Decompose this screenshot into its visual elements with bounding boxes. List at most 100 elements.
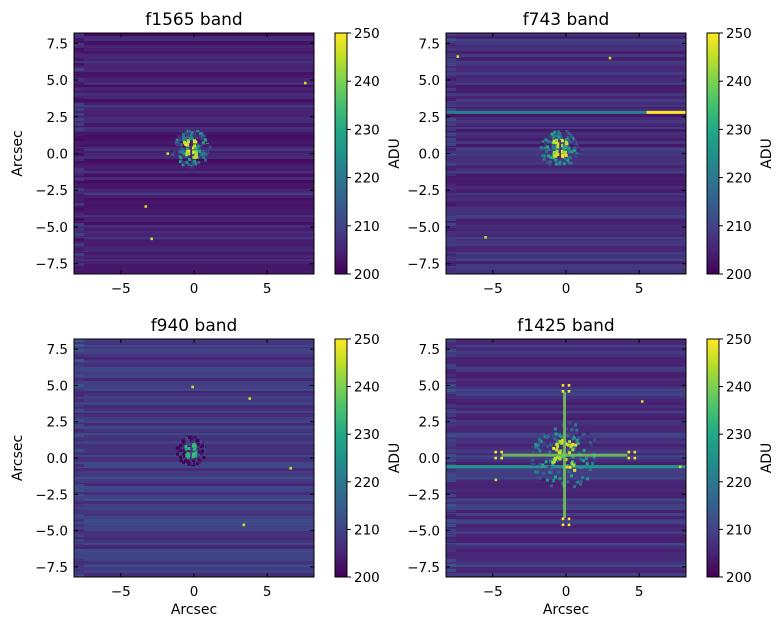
streak-mark	[446, 110, 647, 114]
colorbar-tick-label: 220	[354, 171, 380, 187]
y-tick-label: 5.0	[419, 378, 440, 394]
psf-core-mark	[171, 129, 212, 169]
x-tick-label: 5	[263, 584, 272, 600]
colorbar-tick-label: 210	[726, 219, 752, 235]
y-tick-label: 7.5	[419, 36, 440, 52]
panel-title: f940 band	[151, 316, 238, 336]
colorbar-tick-label: 250	[726, 26, 752, 42]
colorbar-tick-label: 220	[726, 171, 752, 187]
hot-pixel-mark	[166, 152, 170, 155]
panel-3: −5 0 5 −7.5 −5.0 −2.5 0.0 2.5 5.0 7.5 f1425 band Ar…	[407, 316, 775, 618]
x-tick-label: −5	[111, 584, 131, 600]
hot-pixel-mark	[304, 81, 307, 85]
x-tick-label: 5	[263, 281, 272, 297]
y-tick-label: 7.5	[419, 342, 440, 358]
colorbar-gradient	[706, 32, 720, 275]
x-tick-label: −5	[483, 281, 503, 297]
y-tick-label: 0.0	[47, 147, 68, 163]
panel-0: −5 0 5 −7.5 −5.0 −2.5 0.0 2.5 5.0 7.5 f1565 band Ar…	[10, 10, 403, 297]
y-tick-label: 2.5	[47, 415, 68, 431]
hot-pixel-mark	[191, 385, 194, 389]
y-tick-label: 7.5	[47, 342, 68, 358]
y-tick-label: −7.5	[407, 257, 440, 273]
heatmap-image	[74, 33, 314, 274]
psf-core-mark	[175, 435, 207, 467]
x-tick-label: 0	[190, 281, 199, 297]
y-tick-label: −7.5	[35, 560, 68, 576]
x-tick-label: 0	[190, 584, 199, 600]
satellite-spot-mark	[561, 517, 571, 527]
y-tick-label: −2.5	[407, 487, 440, 503]
y-tick-label: −2.5	[35, 183, 68, 199]
hot-pixel-mark	[144, 205, 148, 208]
y-tick-label: 0.0	[47, 451, 68, 467]
colorbar-tick-label: 230	[354, 122, 380, 138]
x-axis-label: Arcsec	[543, 602, 589, 618]
colorbar: 200 210 220 230 240 250 ADU	[706, 332, 775, 586]
colorbar-tick-label: 200	[726, 267, 752, 283]
hot-pixel-mark	[608, 56, 612, 60]
y-tick-label: −5.0	[35, 220, 68, 236]
colorbar: 200 210 220 230 240 250 ADU	[706, 26, 775, 283]
colorbar-tick-label: 230	[354, 427, 380, 443]
y-tick-label: −5.0	[35, 524, 68, 540]
y-tick-label: 0.0	[419, 147, 440, 163]
colorbar-tick-label: 240	[354, 74, 380, 90]
y-tick-label: −5.0	[407, 524, 440, 540]
hot-pixel-mark	[289, 466, 292, 470]
heatmap-image	[446, 33, 686, 274]
y-tick-label: 2.5	[419, 110, 440, 126]
satellite-spot-mark	[561, 384, 571, 393]
y-tick-label: 0.0	[419, 451, 440, 467]
y-axis-label: Arcsec	[10, 130, 26, 176]
x-tick-label: 5	[635, 584, 644, 600]
colorbar-tick-label: 210	[726, 522, 752, 538]
y-tick-label: 2.5	[419, 415, 440, 431]
colorbar-tick-label: 240	[354, 380, 380, 396]
colorbar-label: ADU	[387, 138, 403, 169]
x-tick-label: 5	[635, 281, 644, 297]
colorbar: 200 210 220 230 240 250 ADU	[334, 332, 403, 586]
colorbar-tick-label: 230	[726, 122, 752, 138]
x-tick-label: 0	[562, 281, 571, 297]
colorbar-tick-label: 210	[354, 219, 380, 235]
colorbar-gradient	[334, 32, 348, 275]
hot-pixel-mark	[484, 236, 487, 239]
colorbar-tick-label: 240	[726, 380, 752, 396]
y-axis-label: Arcsec	[10, 435, 26, 481]
colorbar-tick-label: 240	[726, 74, 752, 90]
heatmap-image	[74, 339, 314, 577]
panel-title: f1425 band	[517, 316, 614, 336]
y-tick-label: −7.5	[35, 257, 68, 273]
y-tick-label: −7.5	[407, 560, 440, 576]
x-tick-label: 0	[562, 584, 571, 600]
colorbar: 200 210 220 230 240 250 ADU	[334, 26, 403, 283]
hot-pixel-mark	[678, 465, 682, 469]
colorbar-tick-label: 210	[354, 522, 380, 538]
colorbar-gradient	[706, 338, 720, 578]
colorbar-tick-label: 220	[354, 475, 380, 491]
y-tick-label: 7.5	[47, 36, 68, 52]
y-tick-label: 5.0	[47, 73, 68, 89]
streak-mark	[646, 110, 686, 114]
panel-title: f1565 band	[145, 10, 242, 30]
hot-pixel-mark	[242, 523, 246, 527]
panel-title: f743 band	[523, 10, 610, 30]
x-tick-label: −5	[483, 584, 503, 600]
y-tick-label: 5.0	[419, 73, 440, 89]
colorbar-tick-label: 250	[354, 26, 380, 42]
colorbar-tick-label: 200	[354, 267, 380, 283]
colorbar-tick-label: 200	[726, 570, 752, 586]
hot-pixel-mark	[456, 55, 460, 58]
colorbar-tick-label: 220	[726, 475, 752, 491]
y-tick-label: −2.5	[35, 487, 68, 503]
hot-pixel-mark	[494, 478, 498, 482]
diffraction-cross-mark	[501, 392, 628, 519]
colorbar-label: ADU	[387, 443, 403, 474]
colorbar-label: ADU	[759, 443, 775, 474]
panel-2: −5 0 5 −7.5 −5.0 −2.5 0.0 2.5 5.0 7.5 f940 band Arc…	[10, 316, 403, 618]
colorbar-label: ADU	[759, 138, 775, 169]
colorbar-tick-label: 250	[354, 332, 380, 348]
colorbar-gradient	[334, 338, 348, 578]
